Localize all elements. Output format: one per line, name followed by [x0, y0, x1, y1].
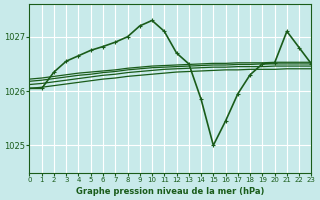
X-axis label: Graphe pression niveau de la mer (hPa): Graphe pression niveau de la mer (hPa): [76, 187, 265, 196]
